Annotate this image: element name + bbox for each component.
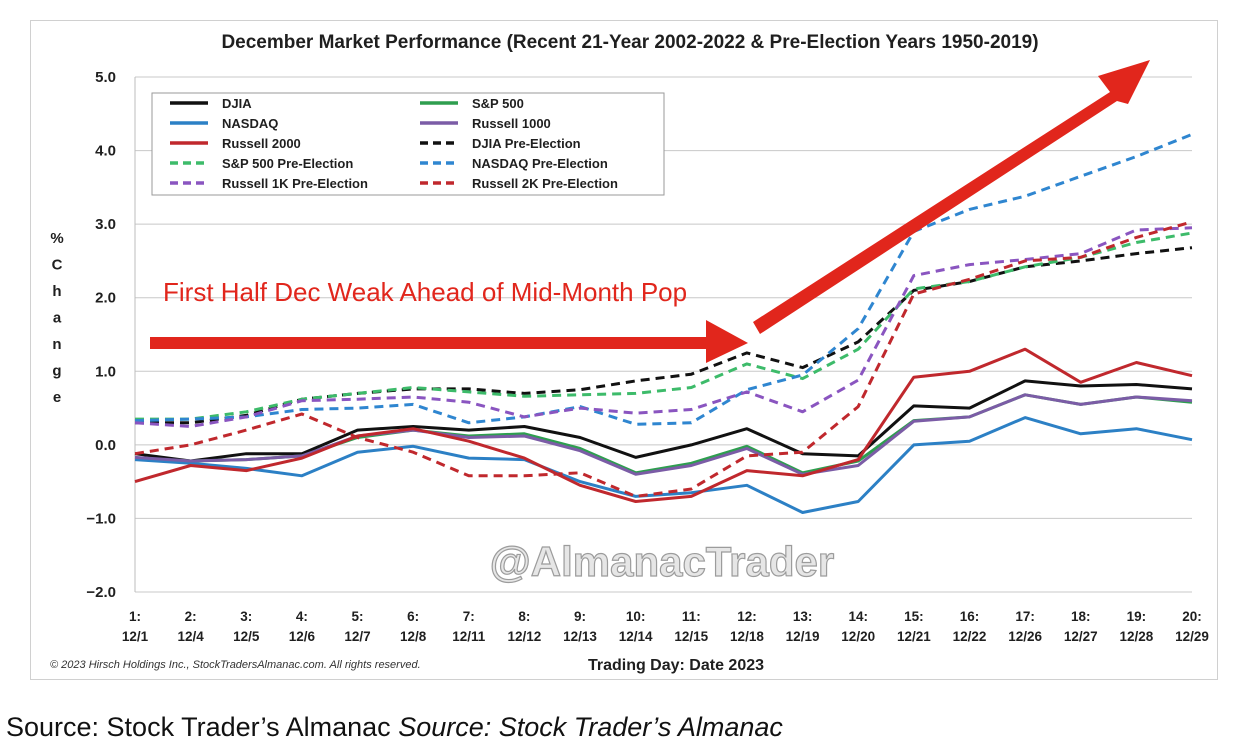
x-tick-day: 3: [240,609,252,624]
legend-label: Russell 2K Pre-Election [472,176,618,191]
x-tick-date: 12/11 [452,629,486,644]
y-tick-label: −2.0 [86,584,116,601]
x-axis-ticks: 1: 12/1 2: 12/4 3: 12/5 4: 12/6 5: 12/7 6: 12/8 7: 12… [122,609,1209,644]
x-tick-date: 12/5 [233,629,260,644]
chart-title: December Market Performance (Recent 21-Y… [221,32,1038,53]
series-line-djia-pre-election [135,246,1193,425]
x-tick-day: 20: [1182,609,1202,624]
y-tick-label: 3.0 [95,216,116,233]
x-tick-date: 12/20 [841,629,875,644]
x-tick-day: 16: [960,609,980,624]
annotations: First Half Dec Weak Ahead of Mid-Month P… [150,60,1150,363]
legend-label: DJIA [222,96,252,111]
x-tick-date: 12/28 [1119,629,1153,644]
x-tick-date: 12/6 [289,629,316,644]
y-axis-ticks: 5.0 4.0 3.0 2.0 1.0 0.0 −1.0 −2.0 [86,69,116,601]
x-tick-day: 15: [904,609,924,624]
x-tick-day: 17: [1015,609,1035,624]
y-tick-label: −1.0 [86,510,116,527]
series-line-russell-2000 [134,347,1193,503]
series-line-nasdaq-pre-election [134,133,1193,426]
x-tick-day: 1: [129,609,141,624]
x-tick-date: 12/21 [897,629,931,644]
y-tick-label: 5.0 [95,69,116,86]
legend-label: Russell 1K Pre-Election [222,176,368,191]
source-caption: Source: Stock Trader’s Almanac Source: S… [6,712,783,743]
series-line-russell-2k-pre-election [134,220,1193,498]
x-tick-date: 12/4 [177,629,204,644]
x-tick-day: 13: [793,609,813,624]
caption-italic: Source: Stock Trader’s Almanac [398,712,783,742]
y-label-char: e [53,389,61,406]
x-tick-day: 14: [848,609,868,624]
x-tick-day: 11: [682,609,701,624]
y-tick-label: 0.0 [95,437,116,454]
legend-label: S&P 500 Pre-Election [222,156,353,171]
chart-frame [30,20,1218,680]
x-tick-day: 12: [737,609,757,624]
y-label-char: a [53,310,62,327]
x-tick-day: 8: [518,609,530,624]
x-tick-day: 9: [574,609,586,624]
y-tick-label: 2.0 [95,290,116,307]
legend-label: NASDAQ [222,116,278,131]
series-line-russell-1k-pre-election [134,226,1193,428]
annotation-text: First Half Dec Weak Ahead of Mid-Month P… [163,277,687,307]
y-label-char: C [52,257,63,274]
grid-lines [134,76,1192,593]
x-tick-date: 12/15 [674,629,708,644]
legend-label: DJIA Pre-Election [472,136,581,151]
series-line-nasdaq [134,416,1193,514]
y-tick-label: 4.0 [95,143,116,160]
x-tick-date: 12/1 [122,629,149,644]
x-tick-date: 12/18 [730,629,764,644]
x-tick-date: 12/22 [953,629,987,644]
caption-plain: Source: Stock Trader’s Almanac [6,712,391,742]
x-tick-date: 12/19 [786,629,820,644]
y-label-char: % [50,230,63,247]
y-label-char: g [52,363,61,380]
x-axis-label: Trading Day: Date 2023 [588,657,764,674]
legend-label: S&P 500 [472,96,524,111]
x-tick-date: 12/29 [1175,629,1209,644]
series-line-russell-1000 [134,393,1193,476]
x-tick-day: 2: [185,609,197,624]
legend-box [151,92,665,196]
series-lines [134,133,1193,514]
x-tick-date: 12/7 [344,629,370,644]
red-arrow-horizontal [150,320,748,363]
x-tick-date: 12/12 [508,629,542,644]
y-label-char: n [52,336,61,353]
legend: DJIA S&P 500 NASDAQ Russell 1000 Russell 200… [151,92,665,196]
legend-label: Russell 1000 [472,116,551,131]
y-tick-label: 1.0 [95,363,116,380]
watermark: @AlmanacTrader [490,538,834,585]
x-tick-day: 5: [352,609,364,624]
x-tick-day: 10: [626,609,646,624]
x-tick-date: 12/26 [1008,629,1042,644]
series-line-djia [134,379,1193,463]
x-tick-date: 12/27 [1064,629,1098,644]
x-tick-date: 12/13 [563,629,597,644]
copyright-note: © 2023 Hirsch Holdings Inc., StockTrader… [50,659,421,671]
legend-label: Russell 2000 [222,136,301,151]
x-tick-day: 6: [407,609,419,624]
red-arrow-diagonal [753,60,1150,334]
x-tick-date: 12/8 [400,629,427,644]
y-label-char: h [52,283,61,300]
series-line-s-p-500-pre-election [135,231,1193,421]
x-tick-day: 18: [1071,609,1091,624]
x-tick-day: 4: [296,609,308,624]
legend-label: NASDAQ Pre-Election [472,156,608,171]
x-tick-day: 7: [463,609,475,624]
x-tick-day: 19: [1127,609,1147,624]
x-tick-date: 12/14 [619,629,653,644]
